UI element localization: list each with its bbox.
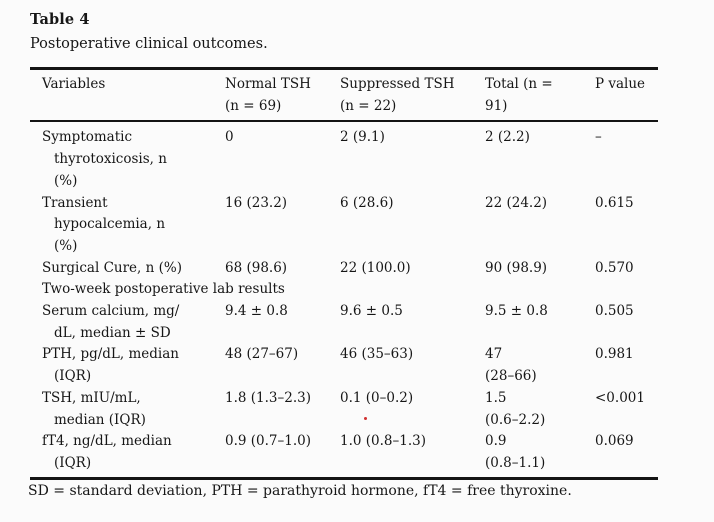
header-normal-tsh-line2: (n = 69): [225, 97, 282, 114]
cell-p-value: 0.615: [595, 194, 634, 211]
table-section-row: Two-week postoperative lab results: [30, 279, 658, 301]
cell-suppressed-tsh: 46 (35–63): [340, 346, 414, 363]
variable-line: (IQR): [54, 454, 92, 471]
cell-variable: fT4, ng/dL, median (IQR): [30, 431, 225, 478]
variable-line: PTH, pg/dL, median: [42, 346, 179, 363]
cell-variable: Symptomatic thyrotoxicosis, n (%): [30, 121, 225, 192]
variable-line: TSH, mIU/mL,: [42, 389, 141, 406]
cell-normal-tsh: 68 (98.6): [225, 259, 288, 276]
cell-suppressed-tsh: 1.0 (0.8–1.3): [340, 433, 426, 450]
cell-suppressed-tsh: 6 (28.6): [340, 194, 394, 211]
cell-normal-tsh: 1.8 (1.3–2.3): [225, 389, 311, 406]
header-variables-label: Variables: [42, 76, 106, 92]
table-row: Serum calcium, mg/ dL, median ± SD 9.4 ±…: [30, 301, 658, 344]
variable-line: median (IQR): [54, 411, 146, 428]
variable-line: dL, median ± SD: [54, 324, 171, 341]
variable-line: Serum calcium, mg/: [42, 303, 180, 320]
table-row: TSH, mIU/mL, median (IQR) 1.8 (1.3–2.3) …: [30, 388, 658, 431]
table-row: Surgical Cure, n (%) 68 (98.6) 22 (100.0…: [30, 258, 658, 280]
total-line: 47: [485, 346, 503, 363]
cell-normal-tsh: 16 (23.2): [225, 194, 288, 211]
cell-suppressed-tsh: 2 (9.1): [340, 129, 385, 146]
cell-total: 47 (28–66): [485, 344, 595, 387]
total-line: (0.8–1.1): [485, 454, 546, 471]
cell-p-value: –: [595, 129, 602, 146]
variable-line: hypocalcemia, n: [54, 216, 166, 233]
total-line: (28–66): [485, 368, 537, 385]
cell-variable: Transient hypocalcemia, n (%): [30, 193, 225, 258]
header-row: Variables Normal TSH (n = 69) Suppressed…: [30, 68, 658, 123]
header-suppressed-tsh: Suppressed TSH (n = 22): [340, 68, 485, 123]
cell-total: 2 (2.2): [485, 129, 530, 146]
header-total: Total (n = 91): [485, 68, 595, 123]
cell-total: 90 (98.9): [485, 259, 548, 276]
header-suppressed-tsh-line1: Suppressed TSH: [340, 76, 455, 92]
table-row: Transient hypocalcemia, n (%) 16 (23.2) …: [30, 193, 658, 258]
variable-line: fT4, ng/dL, median: [42, 433, 172, 450]
variable-line: Transient: [42, 194, 108, 211]
variable-line: (%): [54, 172, 78, 189]
cell-p-value: 0.069: [595, 433, 634, 450]
cell-p-value: <0.001: [595, 389, 645, 406]
table-row: PTH, pg/dL, median (IQR) 48 (27–67) 46 (…: [30, 344, 658, 387]
cell-variable: TSH, mIU/mL, median (IQR): [30, 388, 225, 431]
cell-total: 9.5 ± 0.8: [485, 303, 548, 320]
cell-normal-tsh: 48 (27–67): [225, 346, 299, 363]
variable-line: (IQR): [54, 368, 92, 385]
total-line: (0.6–2.2): [485, 411, 546, 428]
cell-normal-tsh: 0.9 (0.7–1.0): [225, 433, 311, 450]
header-total-line2: 91): [485, 97, 508, 114]
table-caption: Postoperative clinical outcomes.: [30, 36, 268, 52]
cell-total: 22 (24.2): [485, 194, 548, 211]
cell-p-value: 0.505: [595, 303, 634, 320]
total-line: 1.5: [485, 389, 507, 406]
cell-total: 1.5 (0.6–2.2): [485, 388, 595, 431]
header-variables: Variables: [30, 68, 225, 123]
section-heading: Two-week postoperative lab results: [42, 281, 285, 298]
total-line: 0.9: [485, 433, 507, 450]
cell-suppressed-tsh: 22 (100.0): [340, 259, 411, 276]
header-p-value: P value: [595, 68, 658, 123]
header-normal-tsh-line1: Normal TSH: [225, 76, 311, 92]
red-dot-artifact: [364, 417, 367, 420]
cell-p-value: 0.981: [595, 346, 634, 363]
header-normal-tsh: Normal TSH (n = 69): [225, 68, 340, 123]
header-p-value-label: P value: [595, 76, 646, 92]
header-total-line1: Total (n =: [485, 76, 553, 92]
table-row: fT4, ng/dL, median (IQR) 0.9 (0.7–1.0) 1…: [30, 431, 658, 478]
cell-variable: Serum calcium, mg/ dL, median ± SD: [30, 301, 225, 344]
header-suppressed-tsh-line2: (n = 22): [340, 97, 397, 114]
table-row: Symptomatic thyrotoxicosis, n (%) 0 2 (9…: [30, 121, 658, 192]
table-footnote: SD = standard deviation, PTH = parathyro…: [28, 483, 572, 499]
table-label: Table 4: [30, 11, 90, 28]
variable-line: Surgical Cure, n (%): [42, 259, 182, 276]
cell-variable: PTH, pg/dL, median (IQR): [30, 344, 225, 387]
outcomes-table: Variables Normal TSH (n = 69) Suppressed…: [30, 67, 658, 480]
variable-line: (%): [54, 237, 78, 254]
cell-total: 0.9 (0.8–1.1): [485, 431, 595, 478]
cell-suppressed-tsh: 0.1 (0–0.2): [340, 389, 414, 406]
cell-normal-tsh: 9.4 ± 0.8: [225, 303, 288, 320]
variable-line: Symptomatic: [42, 129, 133, 146]
variable-line: thyrotoxicosis, n: [54, 151, 167, 168]
cell-normal-tsh: 0: [225, 129, 234, 146]
cell-variable: Surgical Cure, n (%): [30, 258, 225, 280]
cell-p-value: 0.570: [595, 259, 634, 276]
cell-suppressed-tsh: 9.6 ± 0.5: [340, 303, 403, 320]
